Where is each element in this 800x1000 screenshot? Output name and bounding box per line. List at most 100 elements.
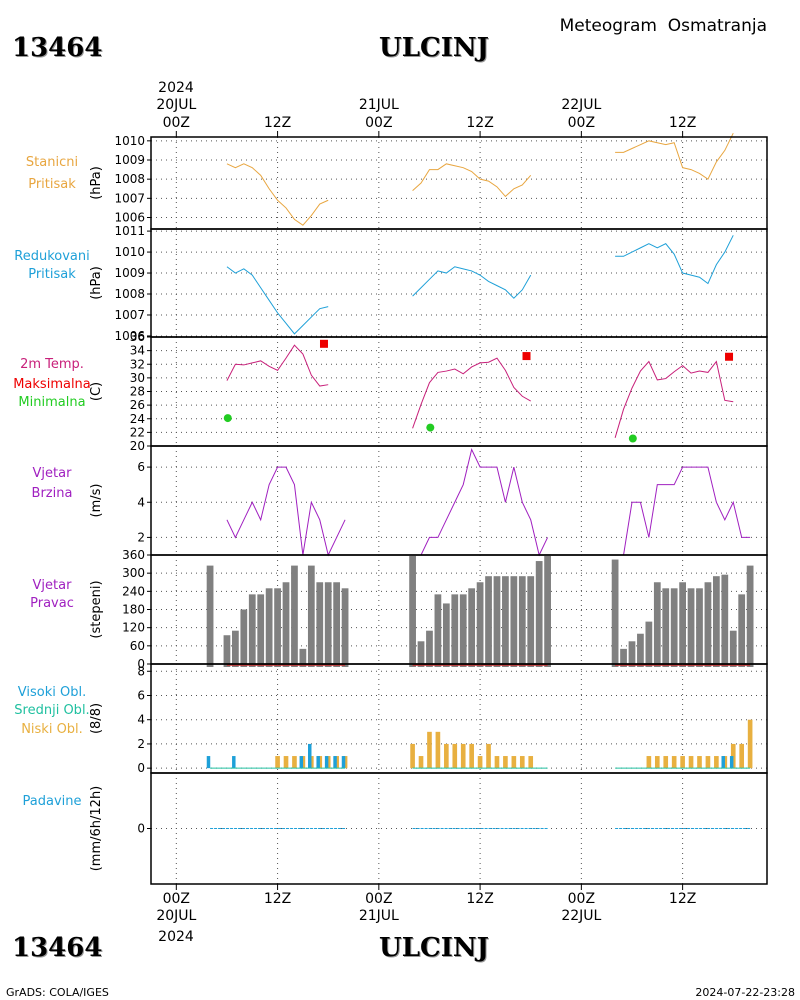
station-name-bottom: ULCINJ (379, 933, 489, 963)
y-tick-label: 1008 (114, 172, 145, 186)
temperature-line (614, 360, 734, 438)
y-tick-label: 0 (137, 761, 145, 775)
panel-label: Vjetar (33, 466, 73, 481)
y-axis-label: (hPa) (89, 166, 104, 200)
time-tick-hour: 00Z (163, 115, 190, 131)
panel-wind_direction: 0 60 120 180 240 300 360 Vjetar Pravac (stepeni) (30, 548, 768, 671)
reduced_pressure-line (412, 266, 532, 299)
wind-dir-bar (637, 633, 644, 667)
time-tick-hour: 12Z (466, 115, 493, 131)
panel-frame (150, 772, 768, 885)
low-cloud-bar (435, 731, 441, 769)
high-cloud-bar (232, 756, 236, 769)
wind-dir-bar (653, 582, 661, 667)
top-year-label: 2024 (158, 80, 194, 96)
wind-dir-bar (738, 594, 746, 667)
low-cloud-bar (452, 743, 458, 769)
wind-speed-line (226, 466, 346, 557)
wind-dir-bar (459, 594, 467, 667)
panel-label: Pritisak (28, 267, 76, 282)
product-title: Meteogram Osmatranja (560, 16, 767, 36)
wind-dir-bar (333, 582, 341, 667)
wind-dir-bar (291, 565, 298, 667)
temperature-line (226, 344, 329, 387)
wind-dir-bar (510, 576, 518, 667)
wind-dir-bar (265, 588, 273, 667)
y-tick-label: 240 (122, 584, 145, 598)
y-tick-label: 2 (137, 737, 145, 751)
y-tick-label: 120 (122, 621, 145, 635)
y-tick-label: 1007 (114, 191, 145, 205)
wind-dir-bar (493, 576, 501, 667)
y-tick-label: 4 (137, 713, 145, 727)
wind-dir-bar (535, 561, 543, 667)
time-tick-date: 20JUL (156, 97, 196, 113)
y-tick-label: 30 (130, 371, 145, 385)
station-id-top: 13464 (12, 33, 102, 63)
wind-dir-bar (442, 603, 450, 667)
y-tick-label: 8 (137, 664, 145, 678)
min-temp-marker (223, 414, 232, 423)
low-cloud-bar (646, 756, 652, 769)
panel-label: 2m Temp. (20, 357, 84, 372)
low-cloud-bar (511, 756, 517, 769)
wind-dir-bar (324, 582, 332, 667)
y-tick-label: 36 (130, 330, 145, 344)
low-cloud-bar (275, 756, 280, 769)
panel-precipitation: 0 Padavine (mm/6h/12h) (23, 772, 768, 885)
low-cloud-bar (519, 756, 525, 769)
y-tick-label: 360 (122, 548, 145, 562)
wind-dir-bar (257, 594, 265, 667)
wind-dir-bar (670, 588, 678, 667)
high-cloud-bar (721, 756, 725, 769)
wind-dir-bar (645, 621, 653, 667)
wind-dir-bar (341, 588, 349, 667)
station_pressure-line (412, 163, 532, 198)
y-tick-label: 28 (130, 385, 145, 399)
wind-dir-bar (274, 588, 281, 667)
y-tick-label: 2 (137, 530, 145, 544)
panel-label: Redukovani (14, 249, 89, 264)
wind-dir-bar (240, 609, 248, 667)
panel-label: Srednji Obl. (14, 703, 89, 718)
panel-frame (150, 336, 768, 447)
panel-station_pressure: 1006 1007 1008 1009 1010 Stanicni Pritisak (hPa… (26, 132, 768, 230)
time-tick-hour: 12Z (264, 115, 291, 131)
time-tick-date: 21JUL (359, 908, 399, 924)
panels: 1006 1007 1008 1009 1010 Stanicni Pritisak (hPa… (13, 132, 768, 885)
y-tick-label: 1008 (114, 287, 145, 301)
wind-dir-bar (476, 582, 484, 667)
low-cloud-bar (292, 756, 297, 769)
wind-dir-bar (426, 630, 433, 667)
panel-label: Padavine (23, 794, 82, 809)
panel-label: Minimalna (18, 395, 85, 410)
bottom-year-label: 2024 (158, 929, 194, 945)
low-cloud-bar (427, 731, 432, 769)
low-cloud-bar (494, 756, 500, 769)
panel-label: Stanicni (26, 155, 78, 170)
y-axis-label: (hPa) (89, 266, 104, 300)
wind-dir-bar (696, 588, 703, 667)
time-tick-hour: 12Z (264, 891, 291, 907)
y-axis-label: (m/s) (89, 484, 104, 518)
low-cloud-bar (477, 756, 483, 769)
time-tick-hour: 00Z (568, 891, 595, 907)
low-cloud-bar (503, 756, 508, 769)
y-tick-label: 1010 (114, 245, 145, 259)
panel-reduced_pressure: 1006 1007 1008 1009 1010 1011 Redukovani Pritis… (14, 224, 768, 343)
wind-dir-bar (746, 565, 754, 667)
temperature-line (412, 357, 531, 429)
low-cloud-bar (654, 756, 660, 769)
wind-dir-bar (662, 588, 670, 667)
time-tick-date: 22JUL (561, 908, 601, 924)
panel-frame (150, 136, 768, 230)
wind-dir-bar (721, 574, 729, 667)
low-cloud-bar (469, 743, 474, 769)
y-tick-label: 0 (137, 657, 145, 671)
high-cloud-bar (299, 756, 304, 769)
time-tick-hour: 12Z (466, 891, 493, 907)
y-tick-label: 22 (130, 425, 145, 439)
panel-frame (150, 228, 768, 338)
